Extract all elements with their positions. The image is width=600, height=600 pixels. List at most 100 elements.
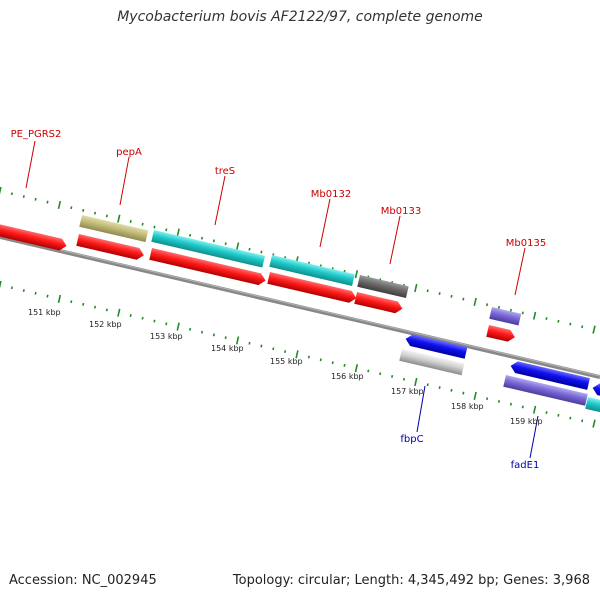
cds-red-5 — [486, 325, 515, 342]
cds-tres — [151, 230, 266, 268]
cds-red-1 — [76, 234, 144, 260]
outer-tick-row — [0, 186, 596, 334]
inner-tick — [295, 350, 299, 359]
outer-tick — [70, 206, 73, 210]
inner-tick — [509, 402, 512, 406]
leader-pepa — [119, 156, 130, 206]
label-leaders — [25, 140, 539, 459]
cds-red-4 — [354, 292, 403, 314]
outer-tick — [414, 283, 418, 293]
inner-tick — [426, 383, 429, 387]
kbp-label-156: 156 kbp — [331, 372, 364, 381]
cds-edge-cyan — [585, 397, 600, 414]
inner-tick — [46, 294, 49, 298]
outer-tick — [509, 308, 512, 312]
kbp-label-154: 154 kbp — [211, 344, 244, 353]
inner-tick — [224, 336, 227, 340]
inner-tick — [141, 316, 144, 320]
outer-tick — [200, 236, 204, 240]
accession-label: Accession: NC_002945 — [9, 573, 157, 588]
inner-tick — [414, 377, 418, 387]
outer-tick — [235, 242, 240, 251]
leader-mb0135 — [514, 247, 526, 296]
outer-tick — [153, 225, 156, 229]
reverse-cds-row — [399, 334, 600, 414]
cds-pe-pgrs2 — [0, 222, 67, 251]
outer-tick — [165, 228, 168, 232]
inner-tick — [200, 330, 204, 334]
leader-fbpc[interactable] — [416, 385, 426, 433]
kbp-label-157: 157 kbp — [391, 387, 424, 396]
gene-label-fade1[interactable]: fadE1 — [511, 460, 540, 471]
topology-label: Topology: circular; Length: 4,345,492 bp… — [232, 573, 590, 588]
genome-backbone-highlight — [0, 235, 600, 377]
cds-red-2 — [149, 248, 266, 286]
gene-label-pe-pgrs2[interactable]: PE_PGRS2 — [11, 129, 62, 140]
outer-tick — [105, 214, 108, 218]
gene-label-tres[interactable]: treS — [215, 166, 235, 177]
inner-tick — [176, 322, 180, 331]
inner-tick — [22, 289, 25, 292]
outer-tick — [545, 317, 548, 320]
inner-tick — [10, 286, 13, 290]
outer-tick — [248, 247, 251, 251]
outer-tick — [117, 214, 121, 223]
gene-label-mb0135[interactable]: Mb0135 — [506, 238, 546, 249]
genome-backbone — [0, 235, 600, 379]
outer-tick — [94, 211, 97, 215]
inner-tick — [497, 400, 501, 403]
inner-tick — [367, 369, 370, 373]
inner-tick — [284, 350, 287, 353]
cds-red-3 — [267, 272, 357, 303]
gene-label-fbpc[interactable]: fbpC — [400, 434, 423, 445]
kbp-label-152: 152 kbp — [89, 320, 122, 329]
cds-fade1 — [510, 361, 590, 390]
outer-tick — [581, 325, 584, 329]
leader-fade1[interactable] — [529, 415, 539, 459]
inner-tick — [462, 391, 465, 395]
red-cds-row — [76, 234, 515, 342]
cds-mb0132 — [269, 255, 355, 286]
inner-tick — [235, 336, 240, 345]
inner-tick — [592, 419, 596, 428]
outer-tick — [569, 322, 572, 326]
inner-tick — [319, 358, 322, 362]
outer-tick — [557, 319, 560, 323]
outer-tick — [0, 186, 2, 195]
gene-label-mb0133[interactable]: Mb0133 — [381, 206, 421, 217]
inner-tick — [94, 305, 97, 309]
gene-label-pepa[interactable]: pepA — [116, 147, 142, 158]
kbp-scale: 151 kbp 152 kbp 153 kbp 154 kbp 155 kbp … — [28, 308, 543, 426]
outer-tick — [462, 297, 465, 301]
inner-tick — [272, 347, 275, 351]
inner-tick — [248, 341, 251, 345]
inner-tick — [450, 388, 453, 392]
outer-tick — [57, 200, 62, 209]
outer-tick — [497, 306, 501, 309]
outer-tick — [426, 289, 429, 293]
gene-label-mb0132[interactable]: Mb0132 — [311, 189, 351, 200]
kbp-label-153: 153 kbp — [150, 332, 183, 341]
cds-fbpc — [405, 334, 468, 359]
outer-tick — [521, 311, 524, 315]
outer-tick — [34, 197, 37, 201]
inner-tick — [260, 344, 263, 348]
kbp-label-158: 158 kbp — [451, 402, 484, 411]
inner-tick — [379, 372, 382, 376]
cds-pepa — [79, 215, 149, 243]
outer-tick — [473, 297, 477, 306]
outer-tick — [141, 222, 144, 226]
outer-tick — [129, 220, 132, 223]
outer-tick — [82, 208, 85, 212]
inner-tick — [165, 322, 168, 326]
inner-tick — [473, 391, 477, 400]
inner-tick — [34, 291, 37, 295]
gene-labels: PE_PGRS2 pepA treS Mb0132 Mb0133 Mb0135 … — [11, 129, 547, 471]
inner-tick — [82, 302, 85, 306]
outer-tick — [212, 239, 215, 243]
kbp-label-151: 151 kbp — [28, 308, 61, 317]
outer-tick — [486, 303, 489, 307]
inner-tick — [212, 333, 215, 337]
inner-tick — [486, 397, 489, 401]
